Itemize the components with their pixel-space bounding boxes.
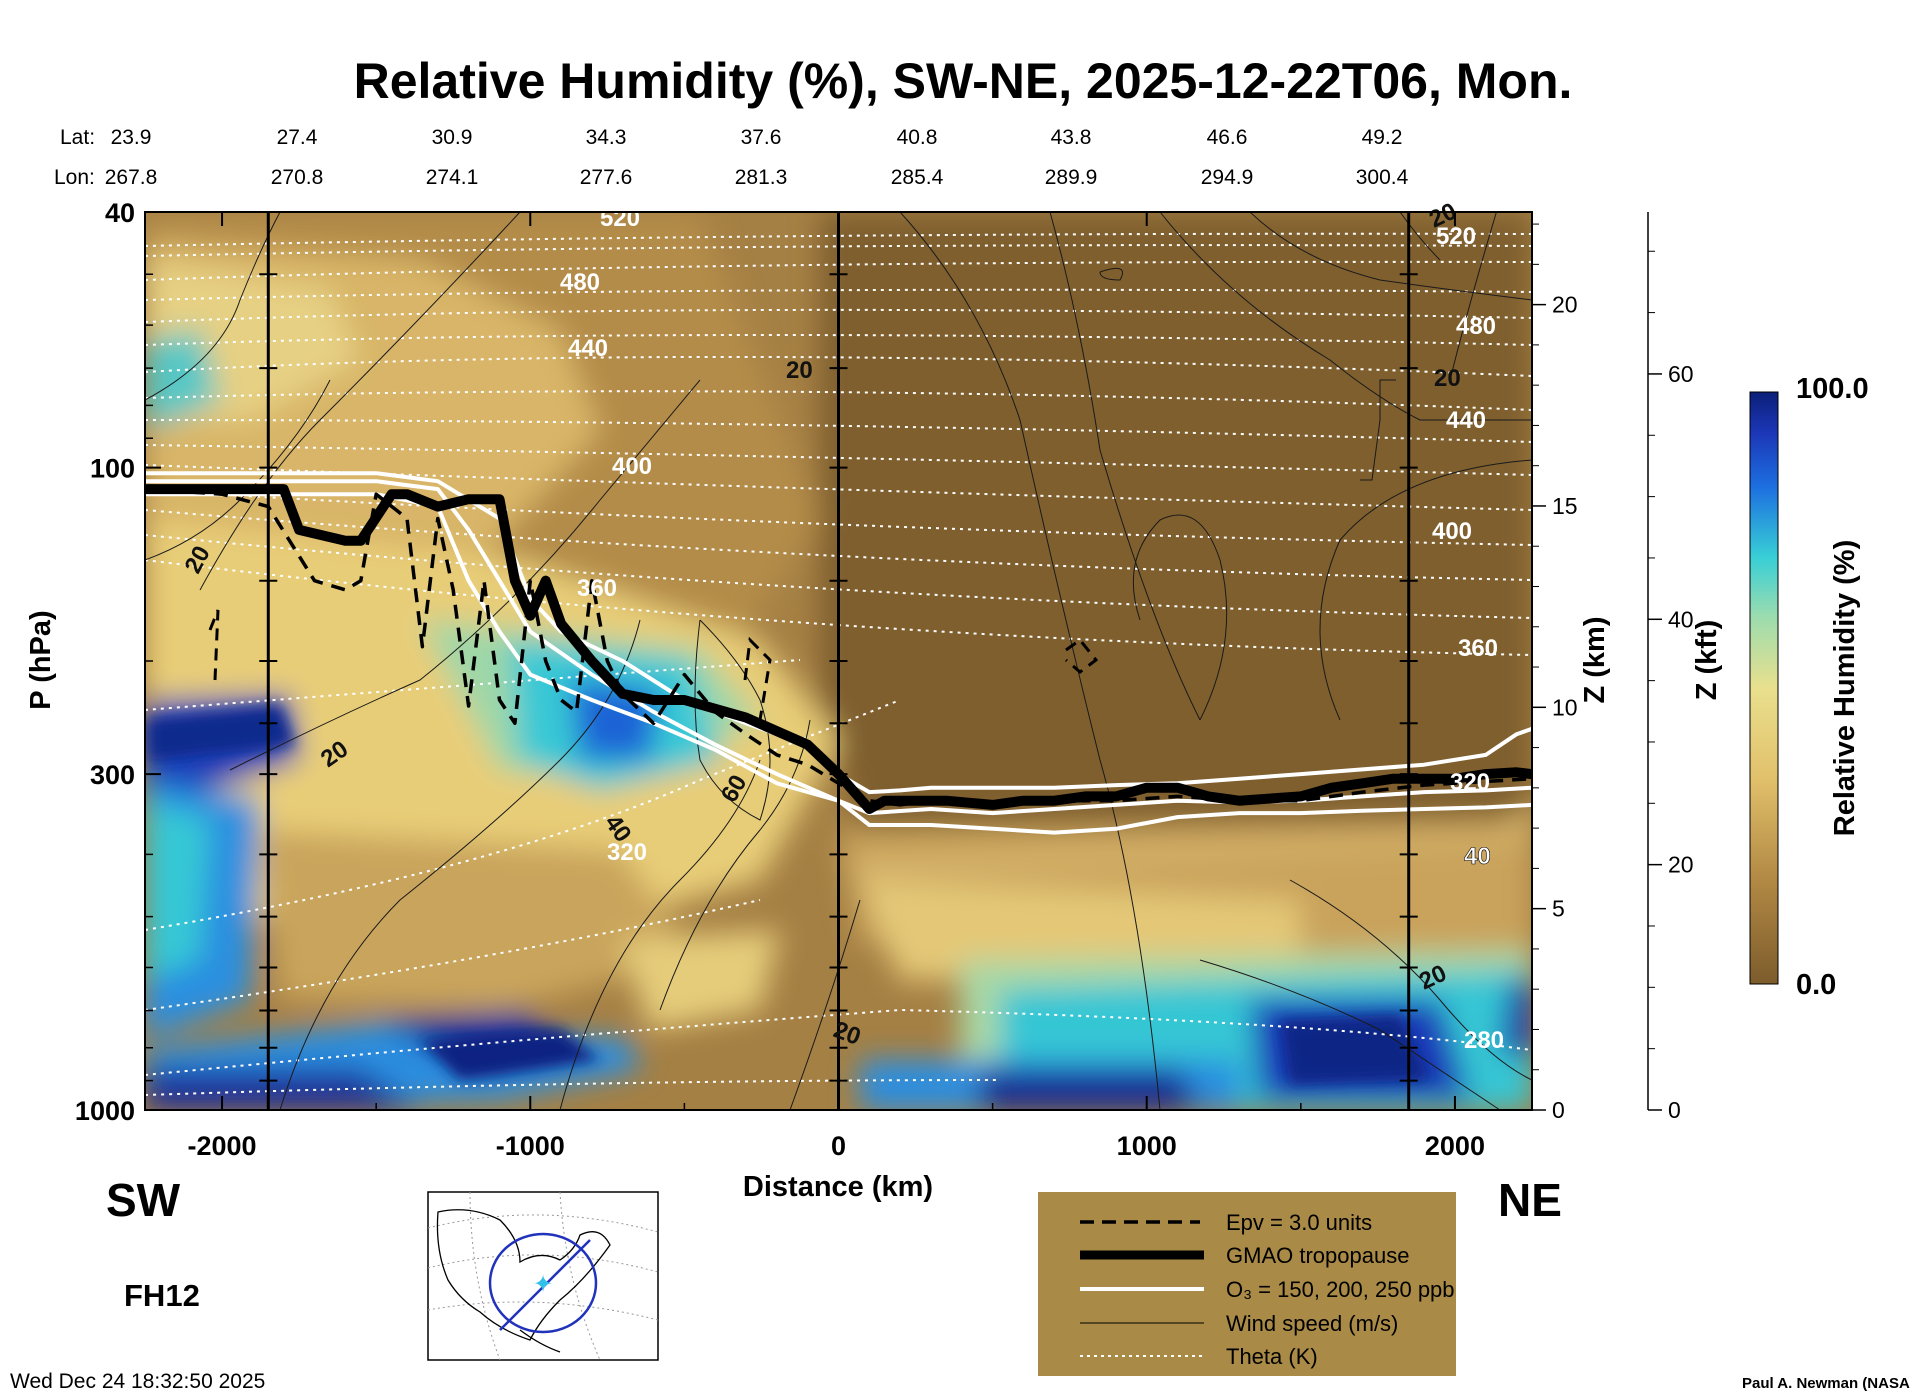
y-tick-label: 40 — [105, 198, 135, 228]
colorbar-min: 0.0 — [1796, 969, 1836, 1001]
theta-contours — [145, 232, 1532, 1096]
zkm-tick-label: 15 — [1552, 493, 1578, 519]
zkft-tick-label: 0 — [1668, 1097, 1681, 1123]
credit: Paul A. Newman (NASA — [1742, 1375, 1910, 1392]
epv-path — [145, 487, 1532, 807]
station-lat: 27.4 — [277, 126, 318, 149]
y-axis: 40 100 300 1000 — [75, 198, 161, 1126]
theta-label: 440 — [1446, 407, 1486, 434]
legend-trop: GMAO tropopause — [1226, 1243, 1409, 1268]
tropopause-path — [145, 484, 1532, 814]
station-lon: 281.3 — [735, 166, 788, 189]
inset-circle — [488, 1232, 598, 1334]
lon-label: Lon: — [54, 166, 95, 189]
x-tick-label: 1000 — [1117, 1131, 1177, 1161]
station-lon: 277.6 — [580, 166, 633, 189]
zkm-tick-label: 10 — [1552, 694, 1578, 720]
station-lat: 49.2 — [1362, 126, 1403, 149]
theta-label: 320 — [1450, 769, 1490, 796]
zkft-tick-label: 60 — [1668, 361, 1694, 387]
theta-label: 480 — [560, 269, 600, 296]
theta-label: 400 — [1432, 518, 1472, 545]
ne-label: NE — [1498, 1174, 1562, 1226]
x-tick-label: 2000 — [1425, 1131, 1485, 1161]
zkm-tick-label: 20 — [1552, 292, 1578, 318]
inset-track — [499, 1239, 591, 1331]
z-kft-label: Z (kft) — [1691, 620, 1723, 701]
station-lon: 274.1 — [426, 166, 479, 189]
station-lon: 270.8 — [271, 166, 324, 189]
latlon-header: Lat: Lon: 23.9 267.8 27.4 270.8 30.9 274.1 34.… — [54, 126, 1409, 189]
reference-lines — [259, 212, 1418, 1110]
chart-title: Relative Humidity (%), SW-NE, 2025-12-22… — [354, 53, 1573, 109]
epv-blobs — [208, 609, 1099, 721]
theta-label: 280 — [1464, 1027, 1504, 1054]
legend-epv: Epv = 3.0 units — [1226, 1210, 1372, 1235]
station-lat: 43.8 — [1051, 126, 1092, 149]
fh-label: FH12 — [124, 1278, 200, 1313]
zkft-tick-label: 40 — [1668, 606, 1694, 632]
theta-label: 360 — [1458, 635, 1498, 662]
legend-o3: O₃ = 150, 200, 250 ppb — [1226, 1277, 1455, 1302]
theta-label: 480 — [1456, 313, 1496, 340]
theta-label: 520 — [1436, 223, 1476, 250]
station-labels: 23.9 267.8 27.4 270.8 30.9 274.1 34.3 277.6 37.6… — [105, 126, 1409, 189]
wind-label: 20 — [786, 357, 813, 384]
inset-coastline — [436, 1209, 611, 1341]
theta-labels: 520 520 480 480 440 440 400 400 360 360 320 280 320 — [560, 205, 1504, 1054]
x-axis: -2000 -1000 0 1000 2000 — [188, 212, 1485, 1161]
colorbar-max: 100.0 — [1796, 373, 1869, 405]
x-tick-label: 0 — [831, 1131, 846, 1161]
star-icon: ✦ — [533, 1270, 553, 1298]
y-axis-label: P (hPa) — [25, 610, 57, 709]
tropopause-line — [145, 484, 1532, 814]
station-lon: 285.4 — [891, 166, 944, 189]
zkm-tick-label: 0 — [1552, 1097, 1565, 1123]
station-lon: 289.9 — [1045, 166, 1098, 189]
z-km-axis: 0 5 10 15 20 — [1531, 212, 1578, 1123]
o3-contour — [145, 471, 1532, 795]
wind-label: 20 — [1434, 365, 1461, 392]
station-lat: 40.8 — [897, 126, 938, 149]
theta-label: 320 — [607, 839, 647, 866]
colorbar-label: Relative Humidity (%) — [1829, 540, 1861, 837]
x-tick-label: -2000 — [188, 1131, 257, 1161]
zkft-tick-label: 20 — [1668, 852, 1694, 878]
theta-label: 520 — [600, 205, 640, 232]
station-lat: 34.3 — [586, 126, 627, 149]
legend-theta: Theta (K) — [1226, 1344, 1318, 1369]
inset-map: ✦ — [427, 1191, 659, 1361]
legend-wind: Wind speed (m/s) — [1226, 1311, 1398, 1336]
y-tick-label: 1000 — [75, 1096, 135, 1126]
station-lon: 294.9 — [1201, 166, 1254, 189]
theta-label: 400 — [612, 453, 652, 480]
station-lat: 46.6 — [1207, 126, 1248, 149]
theta-label: 440 — [568, 335, 608, 362]
y-tick-label: 100 — [90, 454, 135, 484]
theta-label: 360 — [577, 575, 617, 602]
timestamp: Wed Dec 24 18:32:50 2025 — [10, 1370, 265, 1393]
x-tick-label: -1000 — [496, 1131, 565, 1161]
rh-field — [145, 212, 1532, 1110]
legend: Epv = 3.0 units GMAO tropopause O₃ = 150… — [1038, 1192, 1456, 1376]
station-lon: 300.4 — [1356, 166, 1409, 189]
colorbar-gradient — [1749, 391, 1779, 985]
z-km-label: Z (km) — [1579, 617, 1611, 704]
zkm-tick-label: 5 — [1552, 896, 1565, 922]
station-lon: 267.8 — [105, 166, 158, 189]
z-kft-axis: 0 20 40 60 — [1647, 212, 1694, 1123]
colorbar: 100.0 0.0 Relative Humidity (%) — [1749, 373, 1869, 1001]
epv-contour — [145, 487, 1532, 807]
wind-label: 40 — [1464, 843, 1491, 870]
station-lat: 37.6 — [741, 126, 782, 149]
lat-label: Lat: — [60, 126, 95, 149]
sw-label: SW — [106, 1174, 181, 1226]
x-axis-label: Distance (km) — [743, 1171, 933, 1203]
y-tick-label: 300 — [90, 760, 135, 790]
station-lat: 30.9 — [432, 126, 473, 149]
station-lat: 23.9 — [111, 126, 152, 149]
